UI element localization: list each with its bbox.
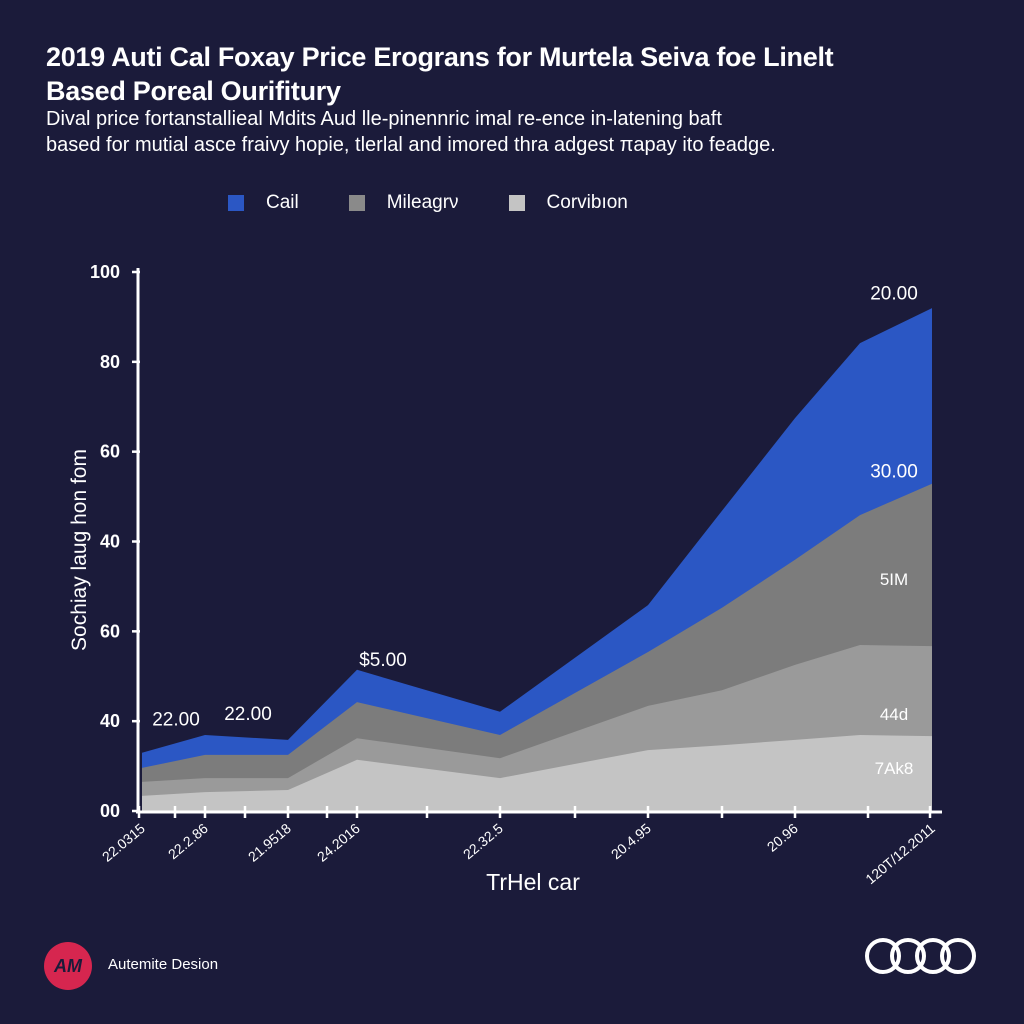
y-tick-label: 60: [100, 442, 120, 462]
x-tick-label: 20.96: [764, 820, 801, 855]
data-label: 30.00: [870, 461, 918, 482]
legend-item-condition: Corvibıon: [508, 192, 628, 214]
data-label: 5IM: [880, 570, 908, 589]
logo-text: AM: [54, 955, 82, 976]
area-series-3: [142, 735, 932, 811]
x-tick-label: 20.4.95: [608, 820, 654, 862]
data-label: 44d: [880, 705, 908, 724]
data-label: $5.00: [359, 650, 407, 671]
brand-text: Autemite Desion: [108, 956, 219, 973]
y-tick-label: 00: [100, 801, 120, 821]
brand-logo: AM: [44, 942, 92, 990]
x-axis-label: TrHel car: [486, 869, 580, 895]
chart-title: 2019 Auti Cal Foxay Price Erograns for M…: [46, 40, 834, 108]
data-label: 7Ak8: [875, 759, 914, 778]
y-tick-label: 100: [90, 262, 120, 282]
x-tick-label: 21.9518: [245, 820, 294, 865]
y-tick-label: 40: [100, 532, 120, 552]
legend-label: Corvibıon: [546, 192, 628, 213]
legend-label: Mileagrν: [386, 192, 459, 213]
x-tick-label: 22.32.5: [460, 820, 506, 862]
legend-item-cail: Cail: [228, 192, 299, 214]
y-tick-label: 80: [100, 352, 120, 372]
legend-label: Cail: [266, 192, 299, 213]
subtitle-line-2: based for mutial asce fraivy hopie, tler…: [46, 134, 776, 156]
subtitle-line-1: Dival price fortanstallieal Mdits Aud ll…: [46, 108, 722, 130]
legend-swatch: [348, 195, 365, 211]
data-label: 22.00: [152, 709, 200, 730]
legend-swatch: [228, 195, 244, 211]
title-line-1: 2019 Auti Cal Foxay Price Erograns for M…: [46, 42, 834, 72]
y-tick-label: 40: [100, 711, 120, 731]
x-tick-label: 120T/12.2011: [862, 820, 938, 887]
legend-swatch: [508, 195, 525, 211]
x-tick-label: 24.2016: [314, 820, 363, 865]
legend: Cail Mileagrν Corvibıon: [228, 192, 628, 214]
chart-subtitle: Dival price fortanstallieal Mdits Aud ll…: [46, 106, 776, 158]
y-axis-label: Sochiay laug hon fom: [68, 449, 91, 651]
title-line-2: Based Poreal Ourifitury: [46, 76, 341, 106]
x-tick-label: 22.2.86: [165, 820, 211, 862]
data-label: 22.00: [224, 704, 272, 725]
x-tick-label: 22.0315: [99, 820, 148, 865]
data-label: 20.00: [870, 284, 918, 305]
legend-item-mileage: Mileagrν: [348, 192, 459, 214]
y-tick-label: 60: [100, 621, 120, 641]
